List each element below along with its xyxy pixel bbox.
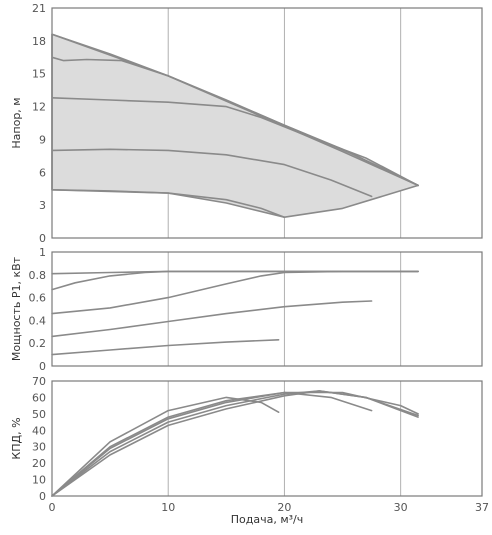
head-envelope-area — [51, 33, 419, 218]
efficiency-ytick-label: 40 — [32, 424, 46, 437]
efficiency-ytick-label: 20 — [32, 457, 46, 470]
power-ytick-label: 0.6 — [29, 292, 47, 305]
efficiency-ytick-label: 50 — [32, 408, 46, 421]
power-ytick-label: 0.4 — [29, 314, 47, 327]
efficiency-curve-2 — [51, 391, 373, 497]
head-y-axis-title: Напор, м — [10, 97, 23, 148]
head-ytick-label: 9 — [39, 133, 46, 146]
power-ytick-label: 1 — [39, 246, 46, 259]
head-ytick-label: 21 — [32, 2, 46, 15]
power-ytick-label: 0 — [39, 360, 46, 373]
efficiency-ytick-label: 0 — [39, 490, 46, 503]
efficiency-ytick-label: 70 — [32, 375, 46, 388]
efficiency-x-axis-title: Подача, м³/ч — [231, 513, 304, 526]
power-frame — [51, 251, 483, 367]
power-curve-3 — [51, 270, 419, 315]
efficiency-xtick-label: 0 — [49, 501, 56, 514]
efficiency-xtick-label: 10 — [161, 501, 175, 514]
efficiency-curve-1 — [51, 396, 280, 497]
efficiency-xtick-label: 20 — [277, 501, 291, 514]
head-curve-2 — [51, 56, 419, 187]
efficiency-ytick-label: 10 — [32, 474, 46, 487]
efficiency-curve-3 — [51, 391, 419, 497]
power-curve-2 — [51, 270, 419, 291]
head-curve-4 — [51, 148, 373, 198]
head-panel: 0 3 6 9 12 15 18 21 Напор, м — [10, 2, 483, 245]
head-ytick-label: 6 — [39, 166, 46, 179]
power-ytick-label: 0.8 — [29, 269, 47, 282]
efficiency-ytick-label: 60 — [32, 391, 46, 404]
efficiency-ytick-label: 30 — [32, 441, 46, 454]
efficiency-xtick-label: 37 — [475, 501, 489, 514]
head-ytick-label: 15 — [32, 68, 46, 81]
efficiency-xtick-label: 30 — [394, 501, 408, 514]
power-curve-5 — [51, 339, 280, 356]
head-ytick-label: 12 — [32, 101, 46, 114]
power-y-axis-title: Мощность P1, кВт — [10, 256, 23, 361]
efficiency-curve-5 — [51, 390, 419, 497]
head-ytick-label: 0 — [39, 232, 46, 245]
head-curve-5 — [51, 189, 286, 218]
power-panel: 0 0.2 0.4 0.6 0.8 1 Мощность P1, кВт — [10, 246, 483, 373]
power-curve-4 — [51, 300, 373, 338]
efficiency-panel: 0 10 20 30 40 50 60 70 0 10 20 30 37 КПД, % Подача, м³… — [10, 375, 489, 526]
head-curve-3 — [51, 97, 419, 187]
head-frame — [51, 7, 483, 239]
head-ytick-label: 3 — [39, 199, 46, 212]
head-ytick-label: 18 — [32, 35, 46, 48]
power-ytick-label: 0.2 — [29, 337, 47, 350]
efficiency-frame — [51, 380, 483, 497]
efficiency-y-axis-title: КПД, % — [10, 417, 23, 459]
